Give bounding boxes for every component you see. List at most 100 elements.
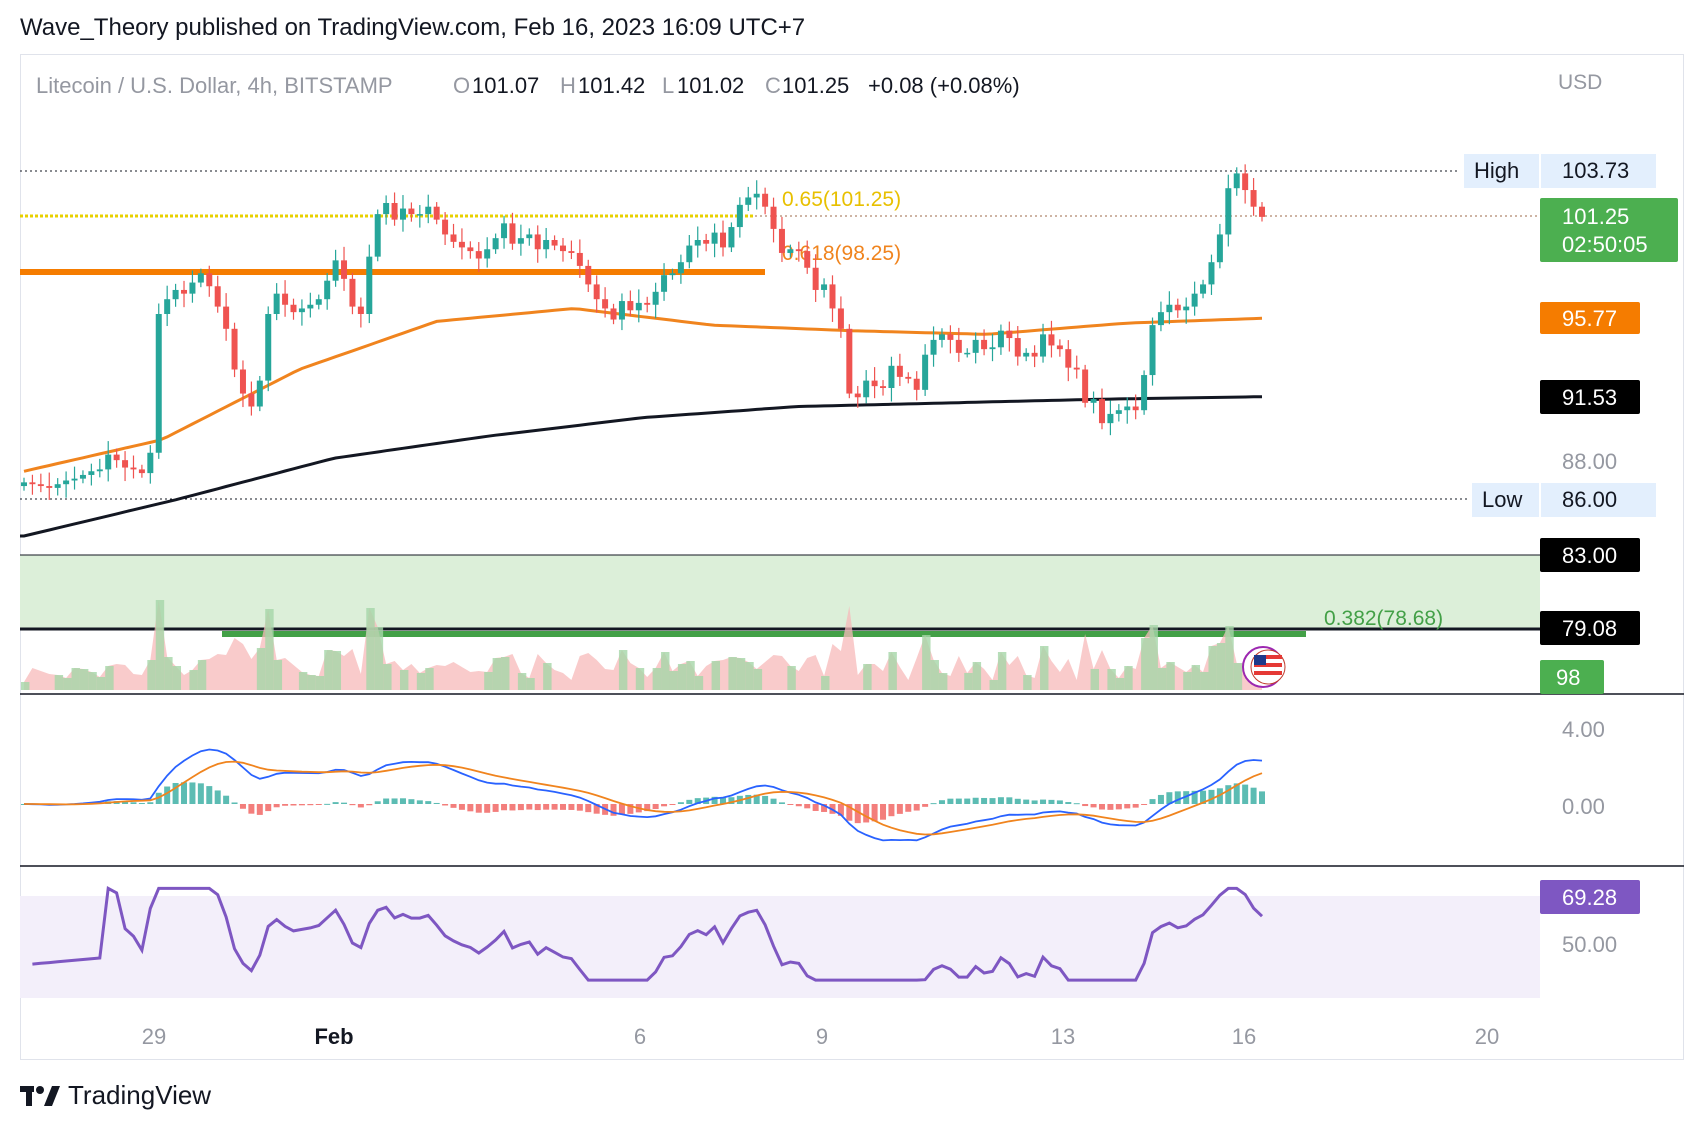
macd-histogram-bar — [408, 799, 415, 804]
macd-histogram-bar — [509, 804, 516, 811]
macd-histogram-bar — [442, 804, 449, 806]
volume-bar — [694, 676, 704, 690]
candle — [1233, 167, 1240, 196]
macd-histogram-bar — [568, 804, 575, 810]
candle — [1090, 391, 1097, 414]
candle — [711, 223, 718, 258]
candle — [1208, 254, 1215, 295]
volume-bar — [399, 670, 409, 690]
candle — [585, 259, 592, 292]
macd-histogram-bar — [1115, 804, 1122, 810]
macd-histogram-bar — [989, 798, 996, 804]
candle — [248, 381, 255, 416]
candle — [155, 303, 162, 459]
candle — [795, 241, 802, 262]
low-value: 101.02 — [677, 73, 744, 98]
macd-histogram-bar — [374, 801, 381, 804]
macd-histogram-bar — [795, 804, 802, 807]
volume-bar — [54, 675, 64, 690]
high-tag-label: High — [1474, 158, 1519, 183]
volume-bar — [618, 650, 628, 690]
macd-signal-line — [24, 760, 1263, 836]
candle — [1065, 340, 1072, 382]
candle — [576, 239, 583, 278]
macd-histogram-bar — [1065, 802, 1072, 804]
macd-histogram-bar — [341, 802, 348, 804]
macd-histogram-bar — [197, 783, 204, 804]
macd-histogram-bar — [484, 804, 491, 813]
volume-bar — [1200, 672, 1209, 690]
candle — [341, 246, 348, 291]
candle — [602, 287, 609, 318]
candle — [509, 212, 516, 250]
candle — [63, 471, 70, 498]
macd-histogram-bar — [1107, 804, 1114, 810]
volume-bar — [517, 673, 527, 690]
fib-065-label: 0.65(101.25) — [782, 188, 901, 211]
candle — [1183, 297, 1190, 324]
macd-histogram-bar — [1048, 799, 1055, 804]
brand-text: TradingView — [68, 1080, 212, 1110]
candle — [189, 270, 196, 303]
volume-bar — [736, 658, 746, 690]
tradingview-brand[interactable]: TradingView — [20, 1080, 211, 1111]
macd-histogram-bar — [399, 798, 406, 804]
macd-histogram-bar — [652, 804, 659, 810]
volume-bar — [1115, 678, 1125, 690]
volume-bar — [1225, 626, 1234, 690]
candle — [762, 187, 769, 215]
candle — [1225, 174, 1232, 247]
macd-histogram-bar — [307, 804, 314, 806]
candle — [955, 327, 962, 362]
candle — [273, 283, 280, 321]
candle — [307, 292, 314, 318]
macd-histogram-bar — [618, 804, 625, 815]
macd-histogram-bar — [694, 798, 701, 804]
candle — [1216, 223, 1223, 269]
candle — [467, 241, 474, 259]
macd-histogram-bar — [1056, 800, 1063, 804]
candle — [517, 224, 524, 256]
candle — [778, 216, 785, 263]
macd-histogram-bar — [1031, 800, 1038, 804]
macd-histogram-bar — [458, 804, 465, 810]
candle — [644, 296, 651, 313]
volume-bar — [863, 664, 872, 690]
candle — [399, 195, 406, 232]
volume-bar — [79, 669, 89, 690]
candle — [492, 233, 499, 254]
macd-histogram-bar — [661, 804, 668, 807]
volume-bar — [484, 672, 493, 690]
macd-histogram-bar — [256, 804, 263, 815]
candle — [770, 197, 777, 243]
candle — [1115, 404, 1122, 422]
ma50-line — [23, 307, 1263, 473]
zone-top-tag — [1540, 538, 1640, 572]
candle — [837, 296, 844, 338]
volume-bar — [155, 600, 165, 690]
volume-bar — [661, 652, 670, 690]
macd-histogram-bar — [1233, 783, 1240, 804]
macd-histogram-bar — [871, 804, 878, 822]
macd-histogram-bar — [863, 804, 870, 823]
candle — [905, 372, 912, 384]
volume-bar — [938, 673, 948, 690]
macd-histogram-bar — [955, 798, 962, 804]
low-tag-value: 86.00 — [1562, 487, 1617, 512]
candle — [964, 348, 971, 358]
volume-bar — [265, 609, 274, 690]
last-price-tag — [1540, 198, 1678, 262]
candle — [88, 463, 95, 486]
us-flag-event-icon[interactable] — [1242, 646, 1286, 688]
macd-histogram-bar — [349, 804, 356, 806]
macd-histogram-bar — [425, 801, 432, 804]
candle — [1082, 364, 1089, 408]
volume-bar — [63, 678, 72, 690]
volume-bar — [753, 669, 763, 690]
zone-bottom-tag — [1540, 611, 1640, 645]
volume-bar — [677, 664, 687, 690]
macd-histogram-bar — [1259, 791, 1265, 804]
rsi-tick-mid: 50.00 — [1562, 932, 1617, 957]
candle — [720, 220, 727, 257]
